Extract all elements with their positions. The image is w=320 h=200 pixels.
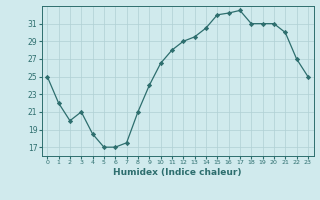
X-axis label: Humidex (Indice chaleur): Humidex (Indice chaleur) [113,168,242,177]
